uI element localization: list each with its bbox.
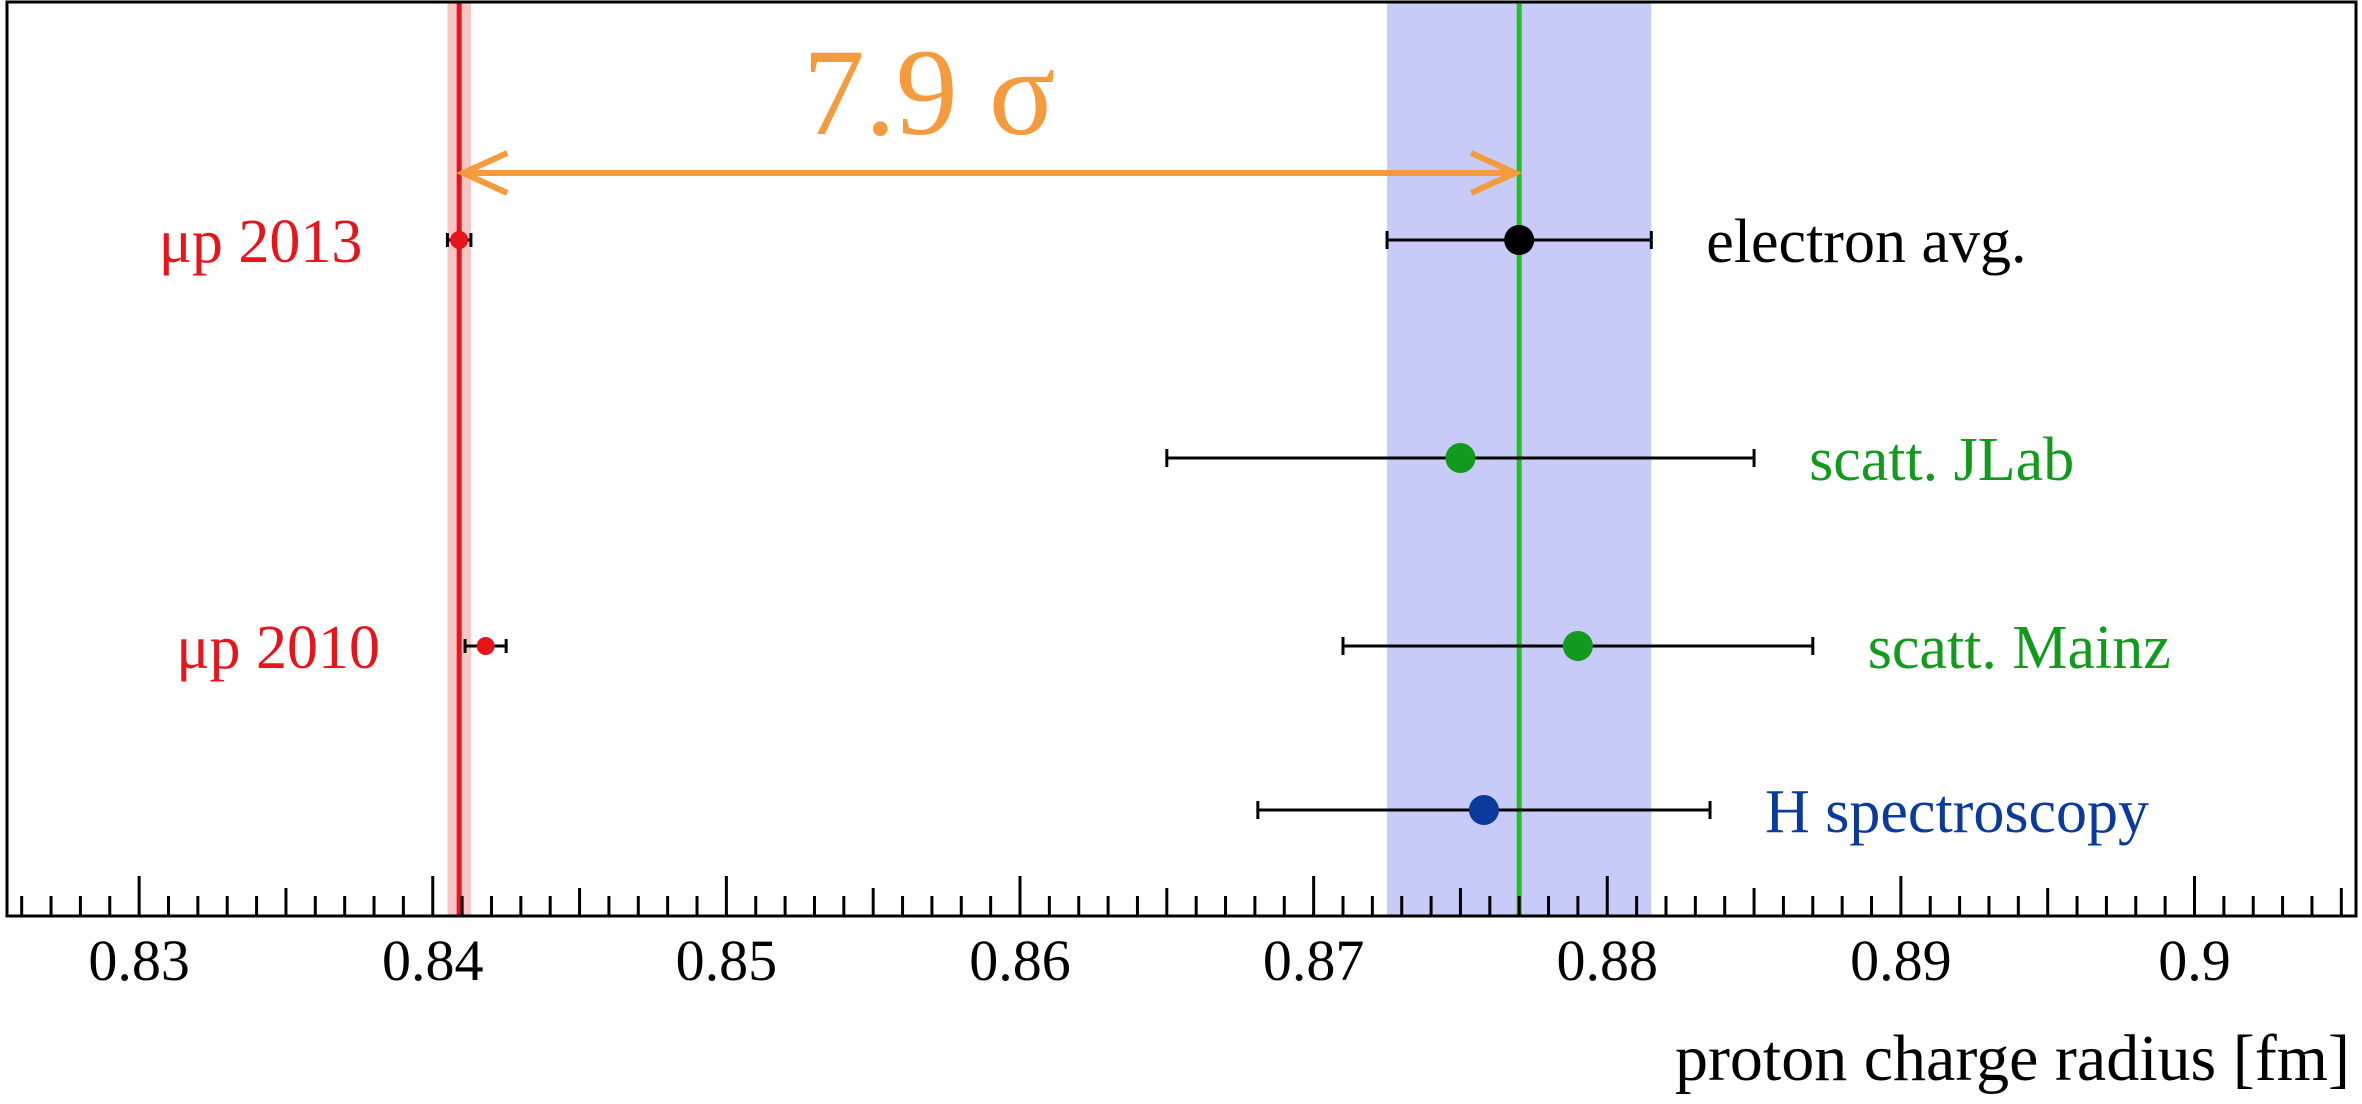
x-tick-label: 0.84 (382, 928, 484, 993)
data-point-marker (1468, 795, 1499, 825)
x-axis-ticks: 0.83 0.84 0.85 0.86 0.87 0.88 0.89 0.9 (20, 876, 2343, 993)
sigma-annotation: 7.9 σ (455, 24, 1523, 196)
plot-frame (5, 0, 2358, 918)
point-label: electron avg. (1706, 208, 2026, 276)
x-tick-label: 0.87 (1263, 928, 1365, 993)
x-tick-label: 0.86 (969, 928, 1071, 993)
point-label: H spectroscopy (1765, 778, 2149, 846)
data-point-group: H spectroscopy (1256, 778, 2149, 846)
x-tick-label: 0.83 (88, 928, 190, 993)
data-point-marker (1504, 225, 1535, 255)
sigma-arrowhead-right (1469, 150, 1523, 196)
x-tick-label: 0.9 (2158, 928, 2231, 993)
point-label: scatt. Mainz (1868, 614, 2171, 682)
sigma-label: 7.9 σ (803, 24, 1056, 161)
data-point-marker (1562, 631, 1593, 661)
point-label: μp 2013 (159, 208, 363, 276)
point-label: scatt. JLab (1809, 426, 2074, 494)
x-tick-label: 0.89 (1850, 928, 1952, 993)
data-point-marker (476, 637, 495, 655)
x-axis-label: proton charge radius [fm] (1675, 1022, 2350, 1095)
x-tick-label: 0.88 (1557, 928, 1659, 993)
data-point-group: scatt. JLab (1165, 426, 2074, 494)
data-point-group: μp 2013 (159, 208, 473, 276)
point-label: μp 2010 (176, 614, 380, 682)
data-point-group: scatt. Mainz (1341, 614, 2171, 682)
data-point-marker (1445, 443, 1476, 473)
data-points: μp 2013 electron avg. scatt. JLab μp 2010 sc… (159, 208, 2171, 846)
data-point-group: electron avg. (1385, 208, 2026, 276)
data-point-marker (450, 231, 469, 249)
x-tick-label: 0.85 (676, 928, 778, 993)
data-point-group: μp 2010 (176, 614, 508, 682)
sigma-arrowhead-left (455, 150, 509, 196)
